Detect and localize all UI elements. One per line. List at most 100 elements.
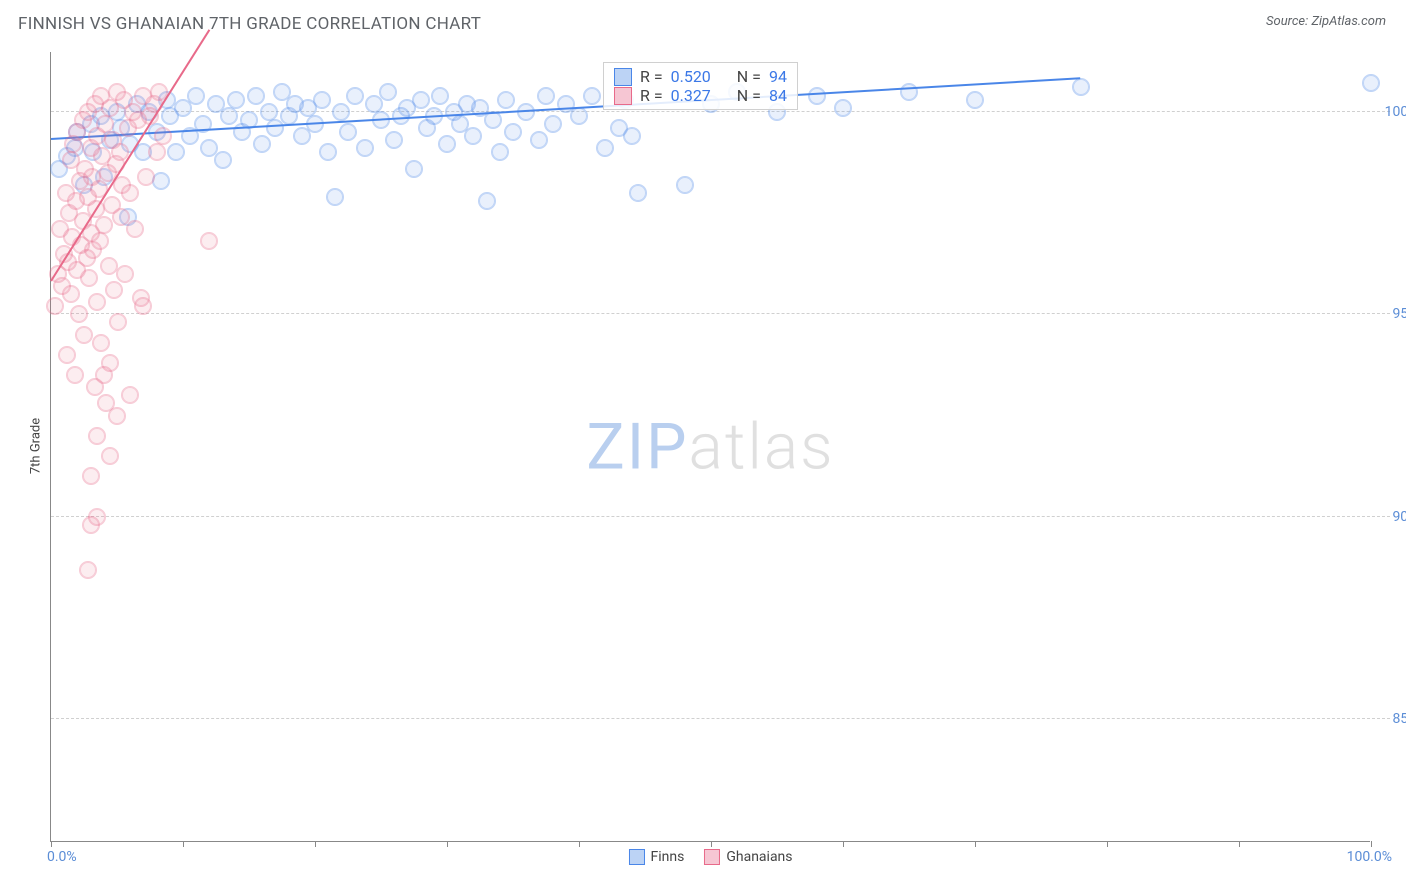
x-axis-min-label: 0.0% <box>47 849 77 865</box>
data-point <box>214 151 232 169</box>
x-tick <box>711 841 712 847</box>
x-tick <box>1371 841 1372 847</box>
stats-row: R =0.327N =84 <box>614 86 787 105</box>
data-point <box>116 265 134 283</box>
legend-item: Ghanaians <box>704 849 792 865</box>
data-point <box>220 107 238 125</box>
y-tick-label: 100.0% <box>1375 104 1406 120</box>
legend-label: Finns <box>650 849 684 865</box>
data-point <box>91 232 109 250</box>
n-label: N = <box>737 67 761 86</box>
data-point <box>530 131 548 149</box>
data-point <box>596 139 614 157</box>
data-point <box>346 87 364 105</box>
data-point <box>1072 78 1090 96</box>
data-point <box>148 143 166 161</box>
data-point <box>629 184 647 202</box>
data-point <box>570 107 588 125</box>
legend-label: Ghanaians <box>726 849 792 865</box>
data-point <box>109 313 127 331</box>
stats-row: R = 0.520 N = 94 <box>614 67 787 86</box>
data-point <box>339 123 357 141</box>
legend-item: Finns <box>628 849 684 865</box>
data-point <box>478 192 496 210</box>
data-point <box>900 83 918 101</box>
data-point <box>412 91 430 109</box>
x-tick <box>1107 841 1108 847</box>
gridline-horizontal <box>51 313 1390 314</box>
y-tick-label: 85.0% <box>1375 711 1406 727</box>
data-point <box>313 91 331 109</box>
data-point <box>79 561 97 579</box>
x-tick <box>447 841 448 847</box>
data-point <box>227 91 245 109</box>
data-point <box>80 269 98 287</box>
n-value: 94 <box>769 67 787 86</box>
data-point <box>105 281 123 299</box>
data-point <box>108 407 126 425</box>
data-point <box>464 127 482 145</box>
data-point <box>46 297 64 315</box>
plot-surface: ZIPatlas 85.0%90.0%95.0%100.0% <box>51 52 1370 841</box>
data-point <box>247 87 265 105</box>
watermark: ZIPatlas <box>586 409 834 484</box>
y-axis-label: 7th Grade <box>29 418 44 474</box>
data-point <box>253 135 271 153</box>
series-swatch <box>614 87 632 105</box>
data-point <box>326 188 344 206</box>
data-point <box>544 115 562 133</box>
data-point <box>491 143 509 161</box>
data-point <box>121 386 139 404</box>
data-point <box>379 83 397 101</box>
x-tick <box>843 841 844 847</box>
legend-swatch <box>704 849 720 865</box>
data-point <box>88 293 106 311</box>
chart-header: FINNISH VS GHANAIAN 7TH GRADE CORRELATIO… <box>0 0 1406 42</box>
trend-line <box>51 77 1081 140</box>
legend-swatch <box>628 849 644 865</box>
x-tick <box>1239 841 1240 847</box>
data-point <box>405 160 423 178</box>
data-point <box>75 326 93 344</box>
data-point <box>82 516 100 534</box>
data-point <box>497 91 515 109</box>
data-point <box>134 297 152 315</box>
data-point <box>676 176 694 194</box>
x-tick <box>579 841 580 847</box>
data-point <box>583 87 601 105</box>
chart-legend: Finns Ghanaians <box>628 849 792 865</box>
chart-plot-area: ZIPatlas 85.0%90.0%95.0%100.0% R = 0.520 N… <box>50 52 1370 842</box>
watermark-zip: ZIP <box>586 409 688 484</box>
data-point <box>356 139 374 157</box>
data-point <box>1362 74 1380 92</box>
data-point <box>95 366 113 384</box>
x-tick <box>183 841 184 847</box>
data-point <box>623 127 641 145</box>
x-axis-max-label: 100.0% <box>1347 849 1392 865</box>
data-point <box>58 346 76 364</box>
x-tick <box>315 841 316 847</box>
gridline-horizontal <box>51 516 1390 517</box>
source-prefix: Source: <box>1266 14 1311 29</box>
data-point <box>438 135 456 153</box>
data-point <box>332 103 350 121</box>
data-point <box>66 366 84 384</box>
data-point <box>431 87 449 105</box>
watermark-atlas: atlas <box>689 409 835 484</box>
data-point <box>187 87 205 105</box>
r-label: R = <box>640 67 663 86</box>
gridline-horizontal <box>51 718 1390 719</box>
y-tick-label: 95.0% <box>1375 306 1406 322</box>
data-point <box>504 123 522 141</box>
r-label: R = <box>640 86 663 105</box>
data-point <box>808 87 826 105</box>
r-value: 0.520 <box>671 67 711 86</box>
data-point <box>126 220 144 238</box>
source-name: ZipAtlas.com <box>1311 14 1386 29</box>
data-point <box>385 131 403 149</box>
data-point <box>121 184 139 202</box>
x-tick <box>51 841 52 847</box>
r-value: 0.327 <box>671 86 711 105</box>
data-point <box>966 91 984 109</box>
data-point <box>167 143 185 161</box>
